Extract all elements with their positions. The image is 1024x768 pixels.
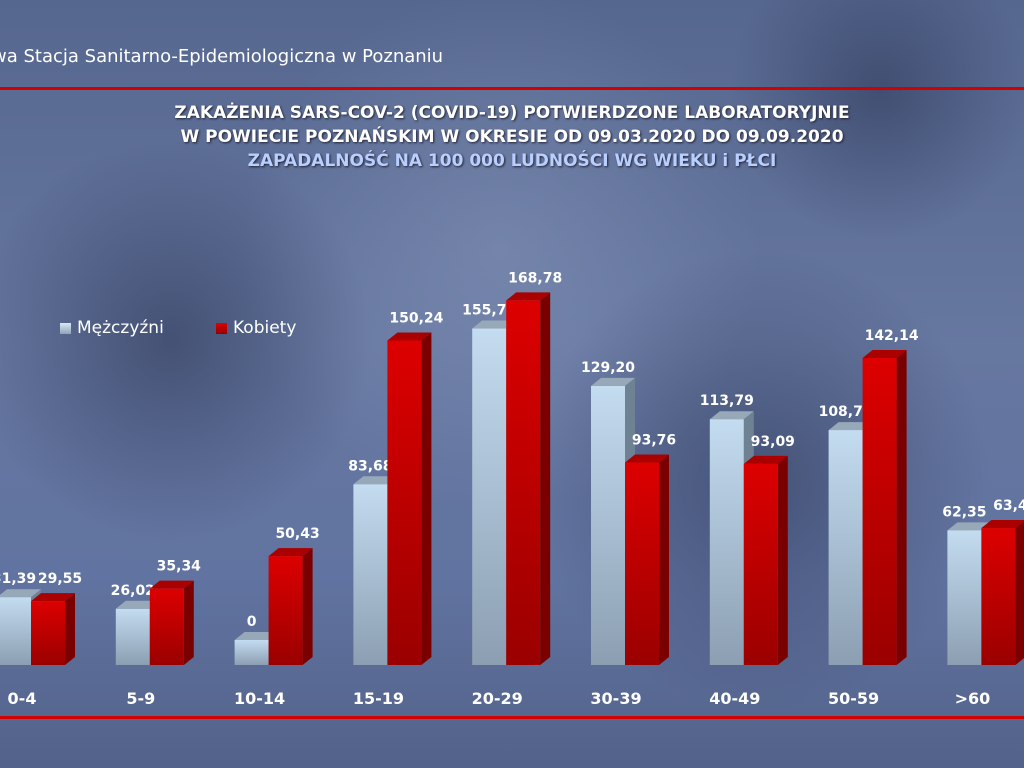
bar-top xyxy=(828,422,873,431)
bar-women xyxy=(981,528,1016,665)
category-label: 10-14 xyxy=(234,689,285,708)
bar-men xyxy=(353,484,388,665)
bottom-divider xyxy=(0,716,1024,719)
bar-side xyxy=(540,292,551,665)
legend-label-women: Kobiety xyxy=(233,318,297,338)
bar-women xyxy=(268,556,303,665)
bar-women xyxy=(506,300,541,665)
category-label: 0-4 xyxy=(8,689,37,708)
data-label: 0 xyxy=(247,614,257,630)
bar-men xyxy=(947,530,982,665)
category-label: 15-19 xyxy=(353,689,404,708)
bar-women xyxy=(862,357,897,665)
bar-top xyxy=(0,589,41,598)
bar-top xyxy=(709,411,754,420)
data-label: 62,35 xyxy=(942,504,986,520)
bar-top xyxy=(591,377,635,386)
category-label: 40-49 xyxy=(709,689,760,708)
data-label: 26,02 xyxy=(111,583,155,599)
data-label: 35,34 xyxy=(157,559,202,575)
legend-swatch-women xyxy=(216,322,227,334)
bar-top xyxy=(115,600,160,609)
bar-top xyxy=(387,332,432,341)
bar-top xyxy=(353,476,398,485)
bar-side xyxy=(302,548,313,665)
data-label: 50,43 xyxy=(275,526,319,542)
chart-title-line2: W POWIECIE POZNAŃSKIM W OKRESIE OD 09.03… xyxy=(180,127,844,147)
bar-women xyxy=(625,462,659,665)
bar-top xyxy=(743,455,788,464)
category-label: >60 xyxy=(955,689,991,708)
bar-top xyxy=(268,548,313,557)
bar-women xyxy=(387,340,422,665)
chart-title: ZAKAŻENIA SARS-COV-2 (COVID-19) POTWIERD… xyxy=(174,103,850,123)
bar-men xyxy=(591,385,625,665)
bar-men xyxy=(709,419,744,665)
category-label: 5-9 xyxy=(126,689,155,708)
category-label: 30-39 xyxy=(590,689,641,708)
bar-women xyxy=(743,463,778,665)
bar-women xyxy=(31,601,65,665)
data-label: 93,76 xyxy=(632,432,676,448)
bar-men xyxy=(828,430,863,665)
bar-top xyxy=(149,580,194,589)
bar-side xyxy=(777,455,788,665)
bar-side xyxy=(659,454,669,665)
bar-women xyxy=(149,588,184,665)
legend-item-men: Mężczyźni xyxy=(60,318,164,338)
bar-men xyxy=(472,328,507,665)
chart-subtitle: ZAPADALNOŚĆ NA 100 000 LUDNOŚCI WG WIEKU… xyxy=(247,151,777,171)
data-label: 150,24 xyxy=(389,310,443,326)
data-label: 129,20 xyxy=(581,360,635,376)
data-label: 31,39 xyxy=(0,571,36,587)
data-label: 108,76 xyxy=(819,404,873,420)
bar-side xyxy=(183,580,194,665)
legend-item-women: Kobiety xyxy=(216,318,296,338)
bar-side xyxy=(65,593,75,665)
bar-top xyxy=(625,454,669,463)
organization-name: wa Stacja Sanitarno-Epidemiologiczna w P… xyxy=(0,46,444,67)
data-label: 168,78 xyxy=(508,270,562,286)
category-label: 50-59 xyxy=(828,689,879,708)
bar-top xyxy=(472,320,517,329)
legend-label-men: Mężczyźni xyxy=(77,318,164,338)
bar-top xyxy=(234,632,279,640)
category-label: 20-29 xyxy=(472,689,523,708)
data-label: 93,09 xyxy=(751,434,795,450)
bar-top xyxy=(31,593,75,602)
data-label: 63,4 xyxy=(993,498,1024,514)
data-label: 142,14 xyxy=(865,328,919,344)
data-label: 83,68 xyxy=(348,458,392,474)
bar-top xyxy=(947,522,992,531)
legend-swatch-men xyxy=(60,322,71,334)
bar-side xyxy=(896,349,907,665)
data-label: 113,79 xyxy=(700,393,754,409)
bar-side xyxy=(421,332,432,665)
bar-top xyxy=(981,520,1024,529)
bar-men xyxy=(115,608,150,665)
bar-men xyxy=(234,640,269,665)
bar-men xyxy=(0,597,31,665)
bar-top xyxy=(862,349,907,358)
bar-side xyxy=(1015,521,1024,665)
top-divider xyxy=(0,87,1024,90)
data-label: 29,55 xyxy=(38,571,82,587)
bar-top xyxy=(506,292,551,301)
data-label: 155,77 xyxy=(462,303,516,319)
